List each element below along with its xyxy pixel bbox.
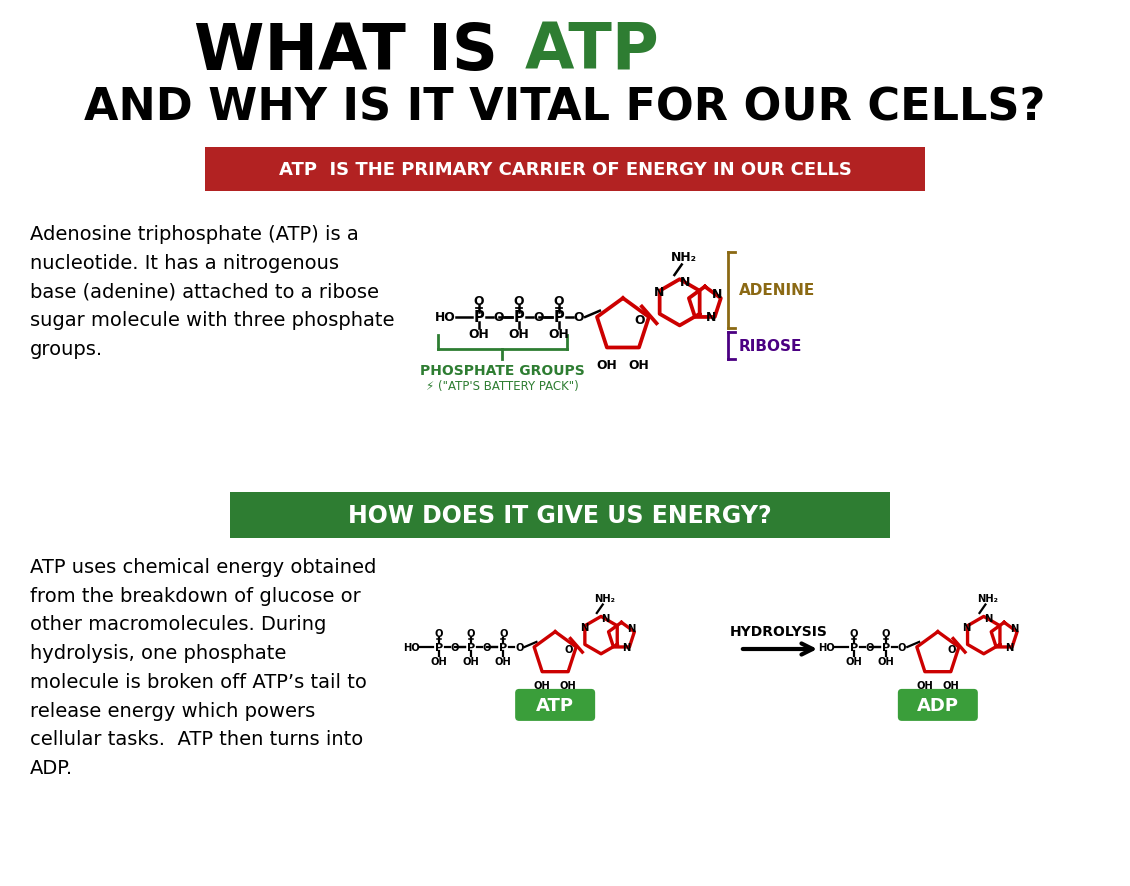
Text: N: N xyxy=(1005,642,1014,652)
Text: O: O xyxy=(881,629,890,639)
Text: OH: OH xyxy=(548,328,570,341)
Text: OH: OH xyxy=(508,328,529,341)
Text: HO: HO xyxy=(435,311,457,324)
Text: N: N xyxy=(680,276,690,289)
Text: O: O xyxy=(515,642,523,652)
Text: OH: OH xyxy=(845,656,862,666)
Text: O: O xyxy=(533,311,545,324)
Text: O: O xyxy=(483,642,492,652)
Text: OH: OH xyxy=(469,328,489,341)
Text: OH: OH xyxy=(878,656,894,666)
Text: O: O xyxy=(850,629,858,639)
Text: NH₂: NH₂ xyxy=(976,593,998,603)
Text: O: O xyxy=(947,644,956,654)
FancyBboxPatch shape xyxy=(231,493,890,539)
Text: NH₂: NH₂ xyxy=(594,593,615,603)
Text: HO: HO xyxy=(403,642,420,652)
Text: O: O xyxy=(434,629,443,639)
Text: O: O xyxy=(514,294,524,307)
Text: P: P xyxy=(499,642,507,652)
Text: OH: OH xyxy=(916,680,933,690)
Text: HOW DOES IT GIVE US ENERGY?: HOW DOES IT GIVE US ENERGY? xyxy=(348,503,772,527)
Text: ⚡ ("ATP'S BATTERY PACK"): ⚡ ("ATP'S BATTERY PACK") xyxy=(426,379,579,392)
Text: N: N xyxy=(706,311,716,324)
Text: N: N xyxy=(984,613,992,624)
Text: N: N xyxy=(601,613,609,624)
FancyBboxPatch shape xyxy=(898,689,977,721)
Text: N: N xyxy=(653,286,663,299)
Text: OH: OH xyxy=(533,680,550,690)
Text: ATP: ATP xyxy=(525,21,660,83)
Text: O: O xyxy=(574,311,584,324)
Text: P: P xyxy=(435,642,443,652)
Text: P: P xyxy=(514,310,524,325)
Text: O: O xyxy=(494,311,504,324)
Text: O: O xyxy=(467,629,476,639)
Text: PHOSPHATE GROUPS: PHOSPHATE GROUPS xyxy=(420,363,585,377)
Text: N: N xyxy=(963,622,971,632)
Text: N: N xyxy=(627,624,636,633)
Text: AND WHY IS IT VITAL FOR OUR CELLS?: AND WHY IS IT VITAL FOR OUR CELLS? xyxy=(85,87,1045,129)
Text: Adenosine triphosphate (ATP) is a
nucleotide. It has a nitrogenous
base (adenine: Adenosine triphosphate (ATP) is a nucleo… xyxy=(31,225,394,359)
FancyBboxPatch shape xyxy=(205,148,925,191)
Text: O: O xyxy=(473,294,485,307)
Text: O: O xyxy=(866,642,875,652)
Text: O: O xyxy=(565,644,573,654)
Text: P: P xyxy=(473,310,485,325)
Text: OH: OH xyxy=(597,359,617,371)
Text: ADP: ADP xyxy=(916,696,959,714)
Text: O: O xyxy=(635,314,645,326)
Text: N: N xyxy=(1010,624,1018,633)
Text: P: P xyxy=(467,642,475,652)
Text: RIBOSE: RIBOSE xyxy=(739,338,802,354)
Text: O: O xyxy=(898,642,906,652)
Text: ATP: ATP xyxy=(536,696,574,714)
Text: NH₂: NH₂ xyxy=(671,251,697,263)
Text: HYDROLYSIS: HYDROLYSIS xyxy=(730,625,828,638)
Text: OH: OH xyxy=(628,359,650,371)
Text: N: N xyxy=(580,622,589,632)
Text: ADENINE: ADENINE xyxy=(739,283,815,298)
Text: WHAT IS: WHAT IS xyxy=(194,21,520,83)
Text: P: P xyxy=(850,642,858,652)
Text: OH: OH xyxy=(462,656,479,666)
Text: OH: OH xyxy=(942,680,959,690)
Text: O: O xyxy=(554,294,564,307)
Text: O: O xyxy=(451,642,459,652)
Text: O: O xyxy=(499,629,507,639)
Text: P: P xyxy=(881,642,890,652)
Text: OH: OH xyxy=(495,656,512,666)
FancyBboxPatch shape xyxy=(515,689,596,721)
Text: ATP uses chemical energy obtained
from the breakdown of glucose or
other macromo: ATP uses chemical energy obtained from t… xyxy=(31,557,376,777)
Text: P: P xyxy=(554,310,564,325)
Text: ATP  IS THE PRIMARY CARRIER OF ENERGY IN OUR CELLS: ATP IS THE PRIMARY CARRIER OF ENERGY IN … xyxy=(279,161,851,179)
Text: N: N xyxy=(712,288,723,301)
Text: HO: HO xyxy=(818,642,835,652)
Text: OH: OH xyxy=(431,656,447,666)
Text: OH: OH xyxy=(559,680,576,690)
Text: N: N xyxy=(623,642,631,652)
